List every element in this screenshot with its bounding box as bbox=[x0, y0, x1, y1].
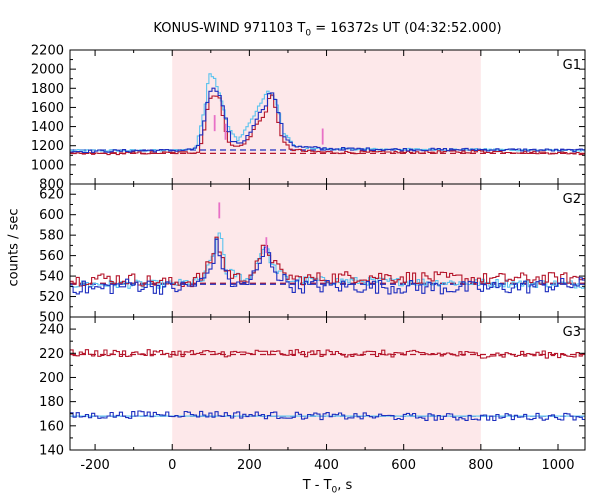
xtick-label-5: 800 bbox=[468, 458, 493, 473]
panel-g1-label: G1 bbox=[563, 58, 581, 73]
panel-g1-ytick-label-0: 800 bbox=[39, 178, 64, 193]
panel-g1-ytick-label-7: 2200 bbox=[31, 44, 64, 59]
panel-g3-series-blue bbox=[70, 410, 585, 422]
panel-g3-ytick-label-1: 160 bbox=[39, 419, 64, 434]
panel-g3-ytick-label-2: 180 bbox=[39, 395, 64, 410]
panel-g1-ytick-label-6: 2000 bbox=[31, 63, 64, 78]
chart-title-main: KONUS-WIND 971103 T bbox=[153, 21, 306, 36]
x-axis-label-main: T - T bbox=[302, 478, 332, 493]
chart-title-subscript: 0 bbox=[305, 28, 312, 39]
panel-g1-ytick-label-5: 1800 bbox=[31, 82, 64, 97]
panel-g3-ytick-label-4: 220 bbox=[39, 347, 64, 362]
panel-g3-ytick-label-0: 140 bbox=[39, 444, 64, 459]
panel-g2-ytick-label-2: 540 bbox=[39, 270, 64, 285]
xtick-label-3: 400 bbox=[314, 458, 339, 473]
panel-g2-ytick-label-4: 580 bbox=[39, 229, 64, 244]
x-axis-label: T - T0, s bbox=[70, 478, 585, 496]
panel-g3-frame bbox=[69, 316, 586, 451]
x-axis-label-subscript: 0 bbox=[331, 485, 338, 496]
panel-g2-ytick-label-1: 520 bbox=[39, 290, 64, 305]
panel-g1-ytick-label-3: 1400 bbox=[31, 120, 64, 135]
shaded-interval bbox=[172, 50, 481, 450]
panel-g3-label: G3 bbox=[563, 325, 581, 340]
xtick-label-1: 0 bbox=[168, 458, 176, 473]
xtick-label-6: 1000 bbox=[541, 458, 574, 473]
x-axis-label-rest: , s bbox=[337, 478, 353, 493]
xtick-label-4: 600 bbox=[391, 458, 416, 473]
panel-g2-ytick-label-5: 600 bbox=[39, 208, 64, 223]
panel-g3-series-red bbox=[70, 349, 585, 359]
xtick-label-2: 200 bbox=[237, 458, 262, 473]
chart-title: KONUS-WIND 971103 T0 = 16372s UT (04:32:… bbox=[70, 21, 585, 39]
panel-g1-ytick-label-1: 1000 bbox=[31, 158, 64, 173]
panel-g2-series-blue bbox=[70, 238, 585, 295]
panel-g2-ytick-label-6: 620 bbox=[39, 188, 64, 203]
panel-g3-ytick-label-5: 240 bbox=[39, 323, 64, 338]
panel-g2-ytick-label-0: 500 bbox=[39, 311, 64, 326]
y-axis-label: counts / sec bbox=[6, 208, 22, 287]
panel-g2-label: G2 bbox=[563, 192, 581, 207]
panel-g1-ytick-label-2: 1200 bbox=[31, 139, 64, 154]
panel-g1-series-blue bbox=[70, 87, 585, 154]
chart-title-rest: = 16372s UT (04:32:52.000) bbox=[311, 21, 502, 36]
panel-g2-ytick-label-3: 560 bbox=[39, 249, 64, 264]
xtick-label-0: -200 bbox=[80, 458, 110, 473]
panel-g1-ytick-label-4: 1600 bbox=[31, 101, 64, 116]
panel-g3-ytick-label-3: 200 bbox=[39, 371, 64, 386]
